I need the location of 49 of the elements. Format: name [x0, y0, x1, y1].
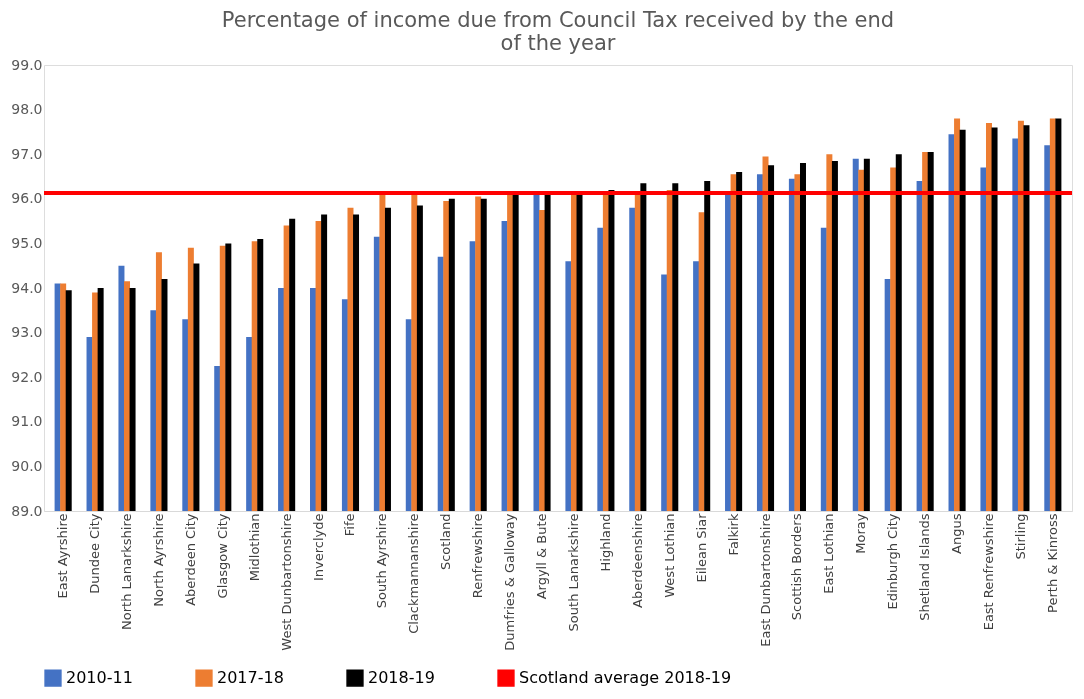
x-tick-label: Stirling: [1012, 513, 1028, 560]
x-tick-label: East Dunbartonshire: [757, 513, 773, 647]
x-tick-label: East Renfrewshire: [980, 513, 996, 631]
x-tick-label: Angus: [949, 513, 965, 554]
x-tick-label: Glasgow City: [214, 513, 230, 599]
x-tick-label: West Dunbartonshire: [278, 513, 294, 651]
y-tick-label: 93.0: [11, 324, 43, 341]
text: of the year: [500, 31, 616, 55]
x-tick-label: Highland: [597, 513, 613, 572]
x-tick-label: Eilean Siar: [693, 512, 709, 583]
x-tick-label: West Lothian: [661, 513, 677, 598]
text: Percentage of income due from Council Tax received by the end: [221, 8, 895, 32]
x-tick-label: Moray: [853, 513, 869, 554]
y-tick-label: 89.0: [11, 502, 43, 519]
legend-label: 2017-18: [217, 668, 284, 688]
x-tick-label: North Ayrshire: [150, 513, 166, 607]
y-tick-label: 98.0: [11, 101, 43, 118]
x-tick-label: Midlothian: [246, 513, 262, 582]
x-tick-label: Renfrewshire: [470, 513, 486, 599]
legend-label: 2010-11: [66, 668, 133, 688]
x-tick-label: Fife: [342, 513, 358, 537]
x-tick-label: East Lothian: [821, 513, 837, 594]
x-tick-label: Inverclyde: [310, 513, 326, 582]
x-tick-label: South Ayrshire: [374, 513, 390, 609]
y-tick-label: 96.0: [11, 190, 43, 207]
x-tick-label: Aberdeen City: [182, 513, 198, 606]
x-tick-label: Dumfries & Galloway: [502, 513, 518, 651]
x-tick-label: Argyll & Bute: [534, 513, 550, 600]
x-tick-label: Perth & Kinross: [1044, 513, 1060, 613]
y-tick-label: 90.0: [11, 457, 43, 474]
x-tick-label: Dundee City: [87, 513, 103, 594]
x-tick-label: Scottish Borders: [789, 513, 805, 621]
y-tick-label: 91.0: [11, 413, 43, 430]
y-tick-label: 95.0: [11, 234, 43, 251]
x-tick-label: Shetland Islands: [917, 513, 933, 621]
x-tick-label: Aberdeenshire: [629, 513, 645, 608]
y-tick-label: 97.0: [11, 145, 43, 162]
x-tick-label: North Lanarkshire: [119, 513, 135, 630]
x-tick-label: Clackmannanshire: [406, 513, 422, 634]
x-tick-label: Scotland: [438, 513, 454, 571]
x-tick-label: Edinburgh City: [885, 513, 901, 610]
legend-label: Scotland average 2018-19: [519, 668, 732, 688]
x-tick-label: South Lanarkshire: [565, 513, 581, 632]
y-tick-label: 99.0: [11, 56, 43, 73]
y-tick-label: 94.0: [11, 279, 43, 296]
x-tick-label: East Ayrshire: [55, 513, 71, 599]
y-tick-label: 92.0: [11, 368, 43, 385]
x-tick-label: Falkirk: [725, 513, 741, 556]
legend-label: 2018-19: [368, 668, 435, 688]
